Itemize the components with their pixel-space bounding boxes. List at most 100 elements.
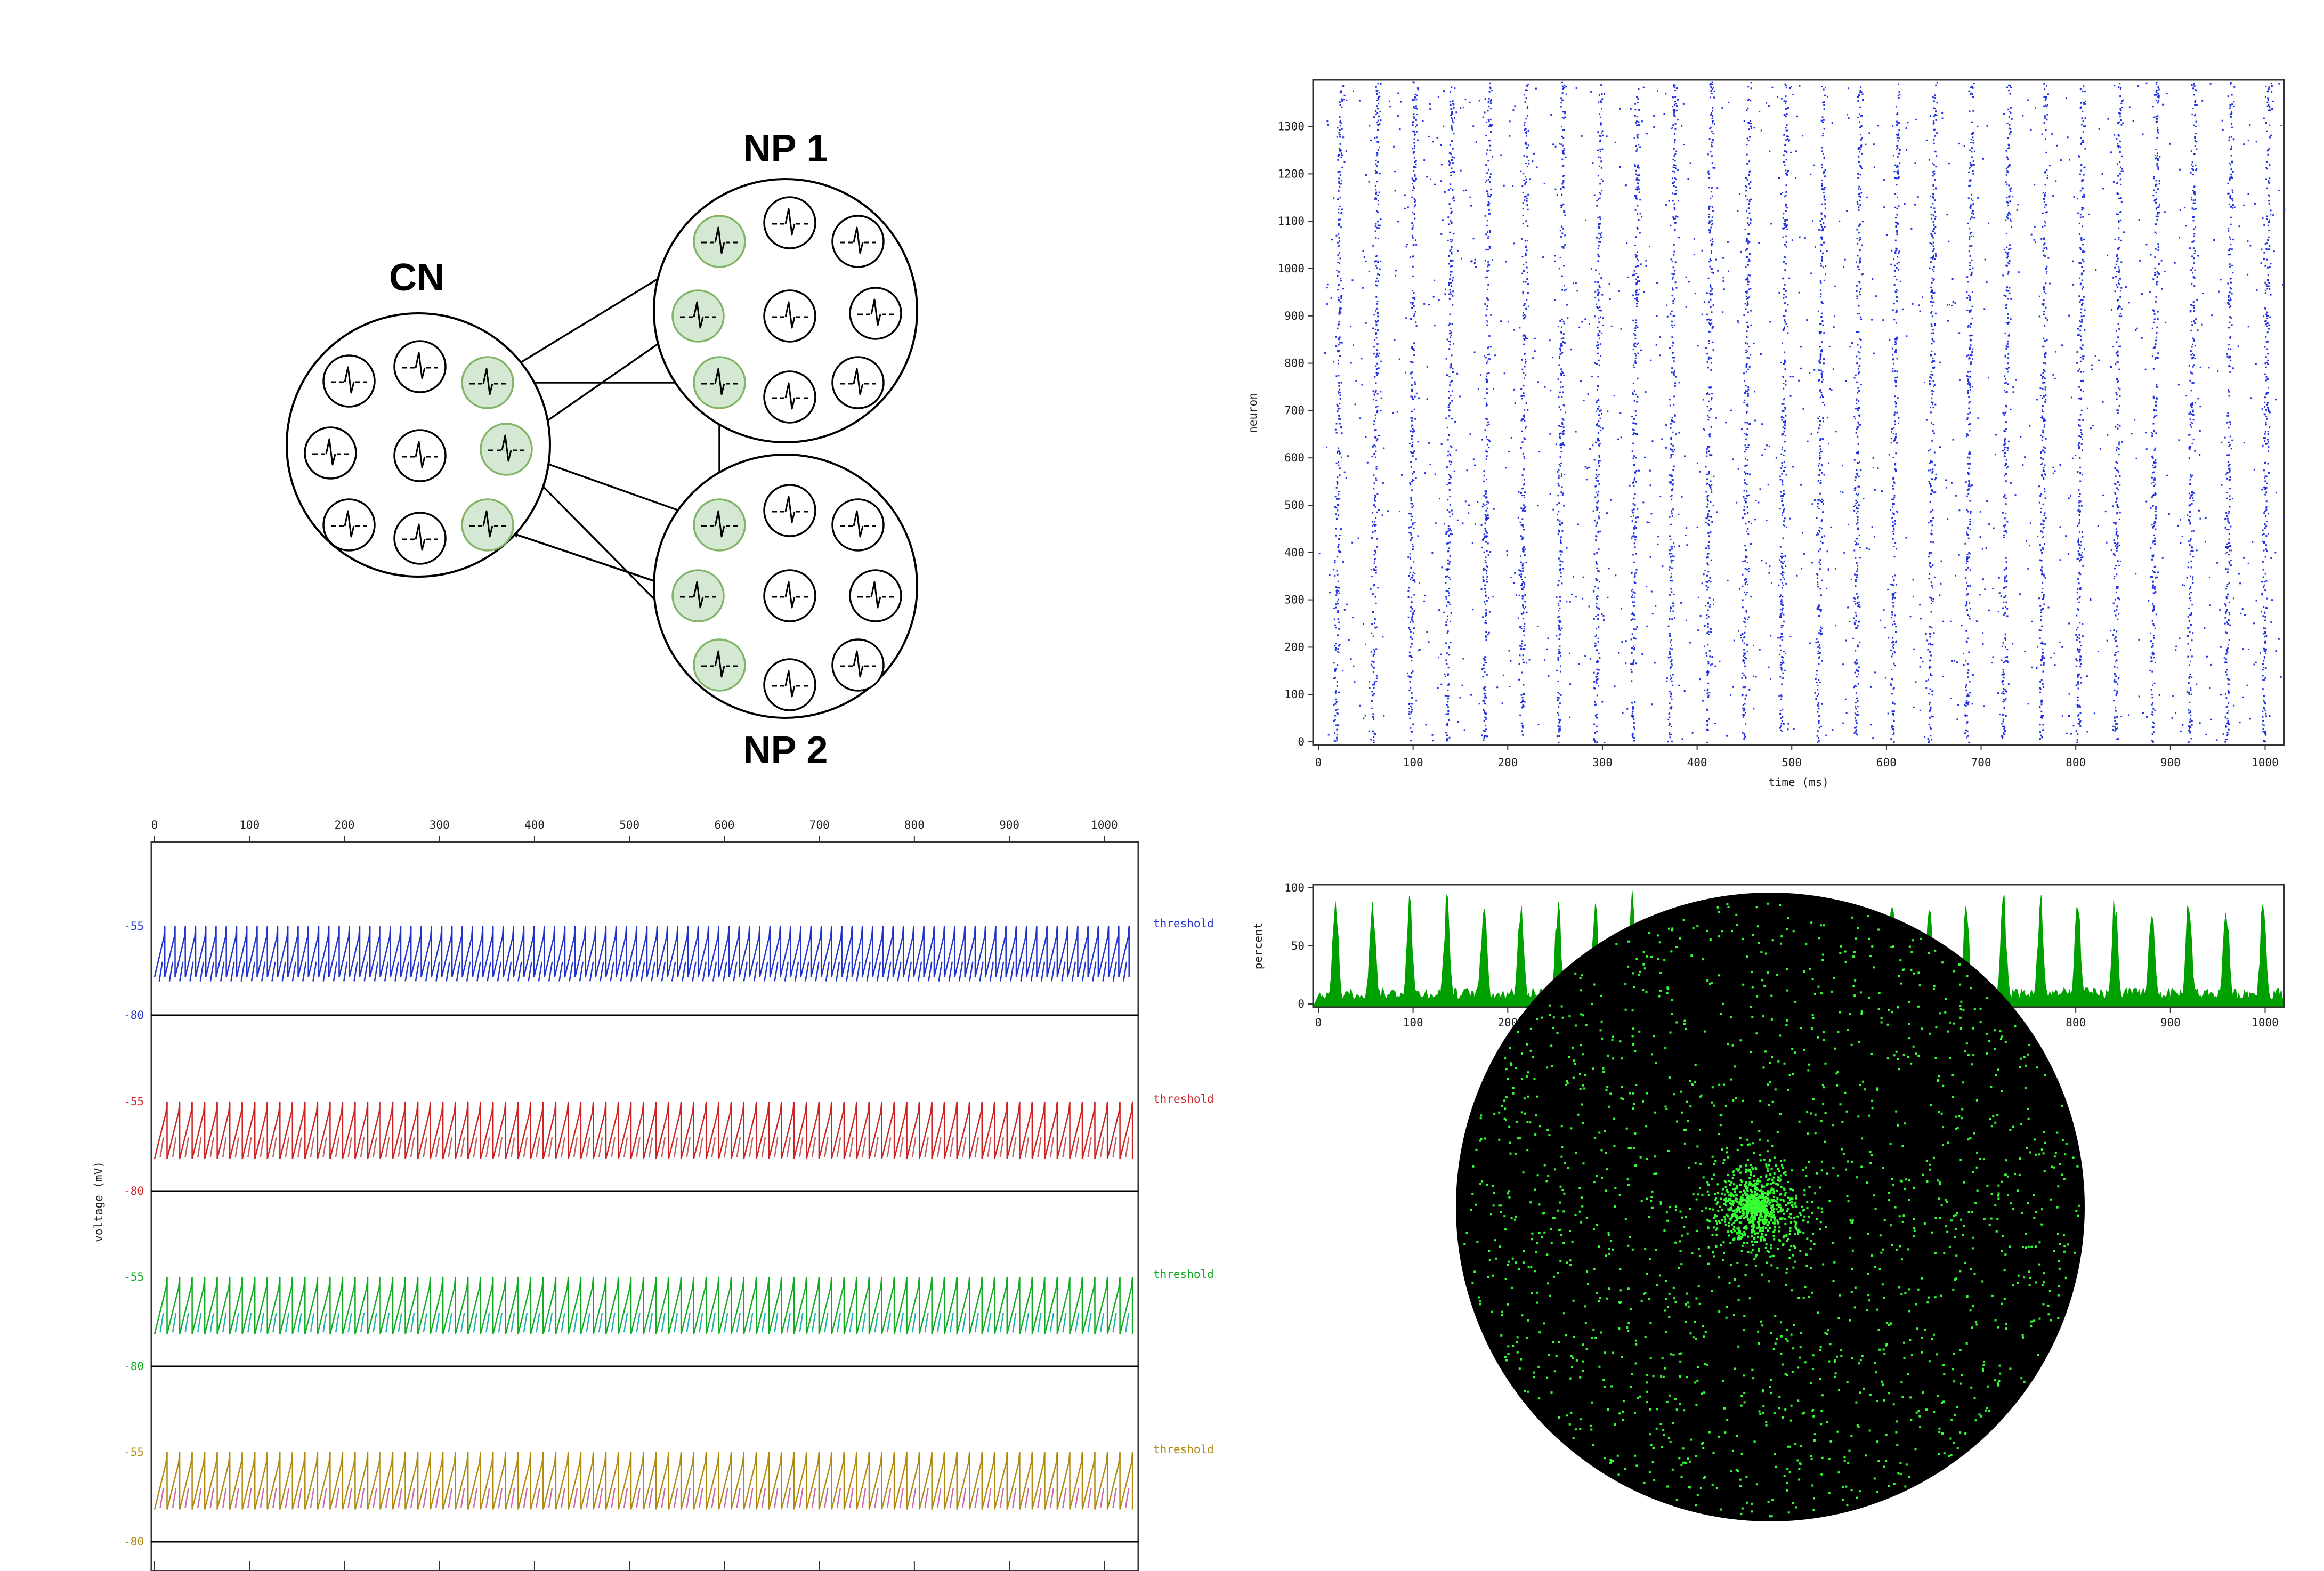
cn-neuron: [461, 498, 514, 552]
voltage-trace-3: -55 -80 threshold: [124, 1268, 1214, 1373]
voltage-high-label: -55: [124, 1095, 144, 1108]
histogram-xtick-label: 1000: [2252, 1016, 2279, 1029]
raster-xtick-label: 800: [2066, 756, 2086, 769]
np1-neuron: [831, 356, 885, 409]
voltage-xtick-label: 1000: [1091, 819, 1118, 831]
threshold-label: threshold: [1153, 1443, 1214, 1456]
threshold-label: threshold: [1153, 917, 1214, 930]
membrane-potential-line: [153, 1101, 1133, 1159]
disc-neuron-dots: [1463, 902, 2080, 1518]
voltage-trace-2: -55 -80 threshold: [124, 1092, 1214, 1197]
np1-neuron: [763, 289, 816, 343]
voltage-xtick-label: 900: [999, 819, 1019, 831]
membrane-potential-line-2: [158, 961, 1128, 982]
voltage-low-label: -80: [124, 1535, 144, 1548]
histogram-ytick-label: 0: [1298, 998, 1305, 1010]
cn-neuron: [304, 426, 357, 480]
membrane-potential-line: [153, 926, 1130, 977]
cn-label: CN: [389, 256, 444, 299]
voltage-trace-1: -55 -80 threshold: [124, 917, 1214, 1022]
raster-ytick-label: 1100: [1277, 215, 1305, 228]
histogram-xtick-label: 900: [2160, 1016, 2181, 1029]
raster-ytick-label: 1300: [1277, 120, 1305, 133]
raster-xtick-label: 0: [1315, 756, 1322, 769]
voltage-high-label: -55: [124, 1270, 144, 1283]
np1-neuron: [671, 289, 725, 343]
raster-xtick-label: 200: [1497, 756, 1518, 769]
voltage-xtick-label: 400: [524, 819, 545, 831]
histogram-xtick-label: 0: [1315, 1016, 1322, 1029]
cn-neuron: [480, 423, 533, 476]
membrane-potential-line: [153, 1452, 1133, 1510]
raster-xtick-label: 300: [1592, 756, 1613, 769]
np1-label: NP 1: [743, 127, 828, 170]
raster-xtick-label: 900: [2160, 756, 2181, 769]
raster-xtick-label: 500: [1782, 756, 1802, 769]
raster-spikes: [1318, 81, 2286, 743]
connection-arrow: [512, 532, 675, 589]
voltage-xtick-label: 800: [904, 819, 925, 831]
np2-neuron: [831, 638, 885, 692]
voltage-xtick-label: 700: [809, 819, 830, 831]
voltage-xtick-label: 600: [714, 819, 734, 831]
np1-neuron: [693, 215, 746, 268]
np1-neuron: [831, 215, 885, 268]
raster-ytick-label: 400: [1284, 546, 1305, 559]
np1-neuron: [693, 356, 746, 409]
raster-xtick-label: 700: [1971, 756, 1991, 769]
raster-ytick-label: 0: [1298, 735, 1305, 748]
np1-neuron: [763, 370, 816, 424]
raster-ytick-label: 600: [1284, 451, 1305, 464]
threshold-label: threshold: [1153, 1268, 1214, 1281]
cn-neuron: [461, 356, 514, 409]
voltage-trace-4: -55 -80 threshold: [124, 1443, 1214, 1548]
voltage-high-label: -55: [124, 920, 144, 933]
raster-frame: [1312, 79, 2285, 746]
cn-neuron: [322, 498, 376, 552]
np1-neuron: [763, 196, 816, 249]
np2-label: NP 2: [743, 729, 828, 772]
cn-neuron: [322, 354, 376, 408]
connection-arrow: [530, 457, 695, 517]
histogram-xtick-label: 100: [1403, 1016, 1423, 1029]
voltage-xtick-label: 500: [619, 819, 639, 831]
cn-neuron: [393, 512, 447, 565]
voltage-xtick-label: 100: [239, 819, 260, 831]
membrane-potential-line: [153, 1276, 1133, 1334]
raster-xtick-label: 1000: [2252, 756, 2279, 769]
histogram-ylabel: percent: [1252, 922, 1265, 970]
np2-neuron: [763, 484, 816, 537]
raster-ytick-label: 700: [1284, 404, 1305, 417]
voltage-traces-plot: 0 100 200 300 400 500 600 700 800 900 1000 -55 -80 t…: [92, 819, 1214, 1571]
raster-xlabel: time (ms): [1768, 776, 1829, 789]
membrane-potential-line-2: [159, 1312, 1130, 1333]
np2-neuron: [831, 498, 885, 552]
voltage-xtick-label: 200: [335, 819, 355, 831]
voltage-low-label: -80: [124, 1009, 144, 1022]
raster-ytick-label: 500: [1284, 499, 1305, 512]
np2-neuron: [671, 569, 725, 622]
cn-neuron: [393, 429, 447, 482]
membrane-potential-line-2: [159, 1487, 1130, 1508]
threshold-label: threshold: [1153, 1092, 1214, 1105]
voltage-xtick-label: 0: [151, 819, 158, 831]
raster-xtick-label: 400: [1687, 756, 1707, 769]
cn-neuron: [393, 340, 447, 393]
voltage-xtick-label: 300: [430, 819, 450, 831]
raster-ytick-label: 100: [1284, 688, 1305, 701]
raster-ytick-label: 1000: [1277, 262, 1305, 275]
raster-ytick-label: 900: [1284, 310, 1305, 322]
voltage-low-label: -80: [124, 1360, 144, 1373]
np2-neuron: [763, 658, 816, 711]
raster-plot: 0 100 200 300 400 500 600 700 800 900 1000 0 100 200…: [1246, 79, 2286, 789]
membrane-potential-line-2: [159, 1137, 1130, 1157]
connection-arrow: [527, 330, 677, 436]
raster-ytick-label: 800: [1284, 357, 1305, 370]
voltage-low-label: -80: [124, 1185, 144, 1197]
np2-neuron: [849, 569, 902, 622]
histogram-ytick-label: 50: [1291, 940, 1305, 952]
voltage-high-label: -55: [124, 1446, 144, 1459]
raster-xtick-label: 100: [1403, 756, 1423, 769]
raster-xtick-label: 600: [1876, 756, 1897, 769]
raster-ylabel: neuron: [1246, 393, 1259, 433]
